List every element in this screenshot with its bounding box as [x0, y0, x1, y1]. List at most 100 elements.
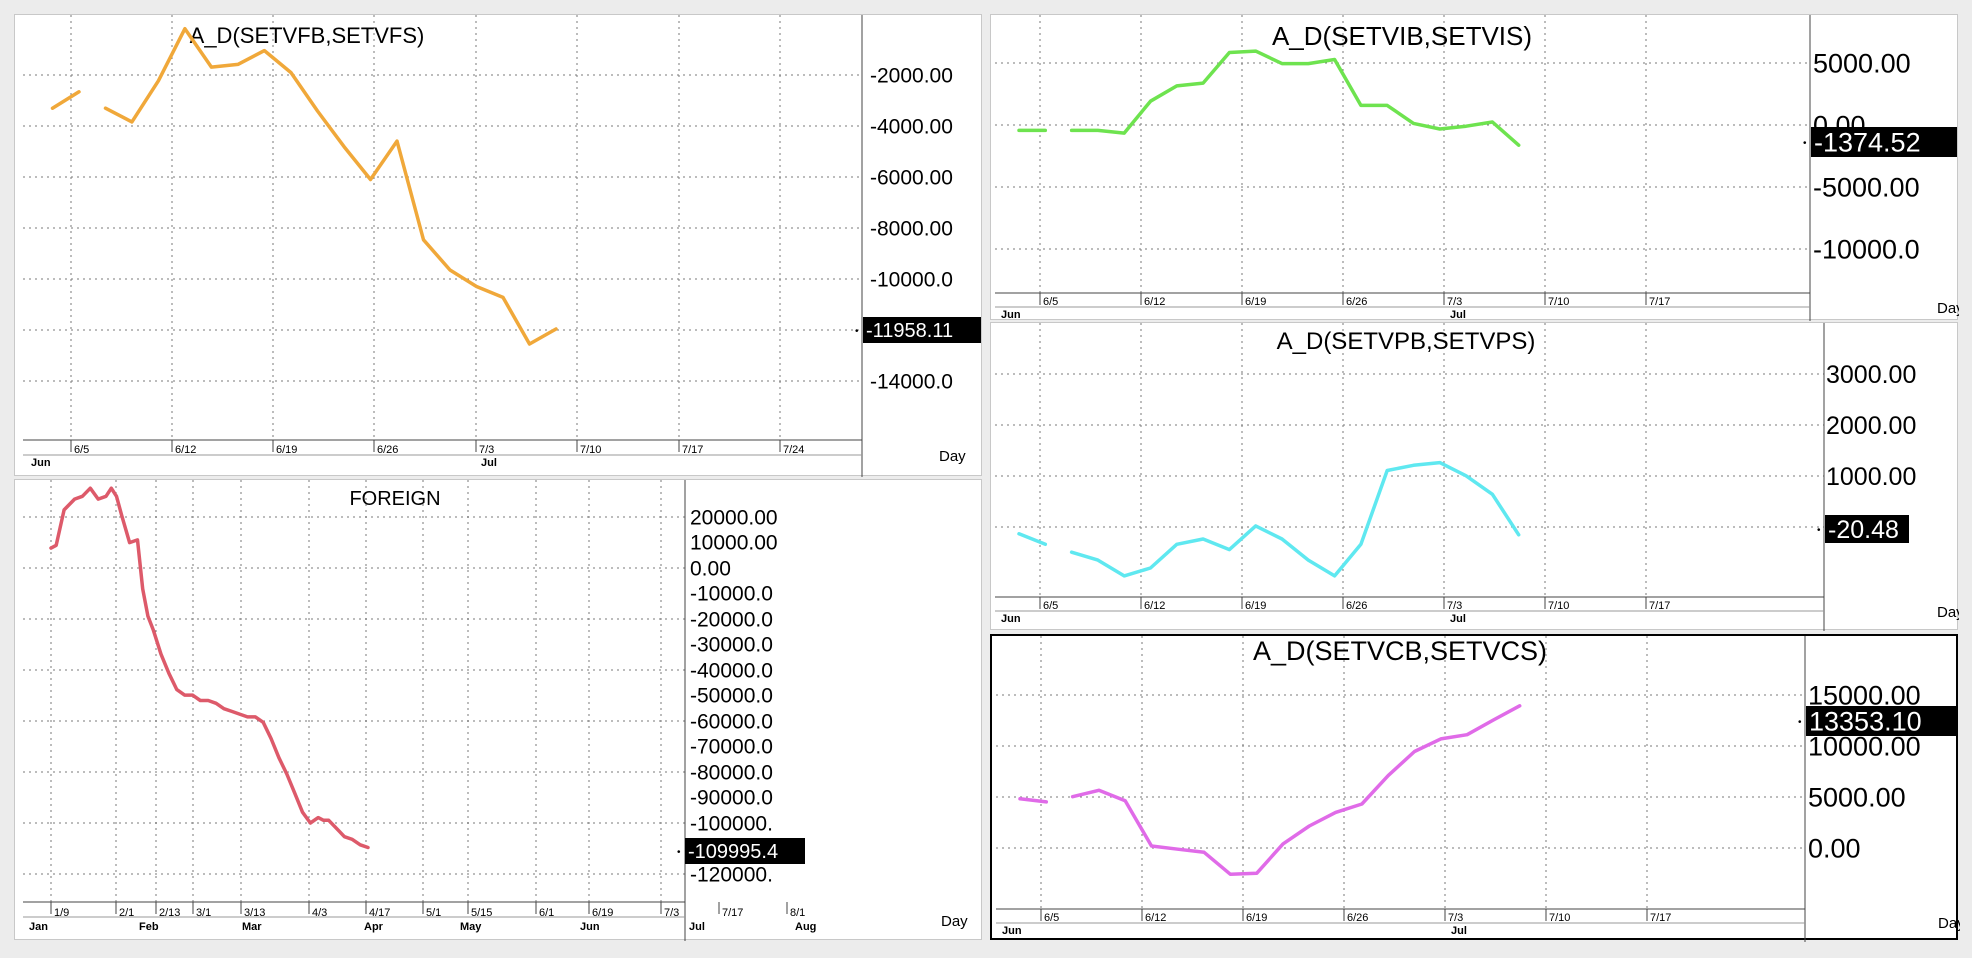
y-tick-label: -14000.0	[870, 371, 953, 394]
x-tick-label: 7/3	[479, 444, 494, 456]
x-tick-label: 5/1	[426, 907, 441, 919]
x-tick-label: 6/5	[1043, 296, 1058, 308]
chart-title: A_D(SETVFB,SETVFS)	[190, 23, 425, 48]
plot-grid	[23, 15, 862, 440]
x-tick-label: 6/26	[1346, 296, 1367, 308]
x-month-label: Aug	[795, 921, 816, 933]
x-tick-label: 6/19	[1245, 296, 1266, 308]
y-tick-label: -4000.00	[870, 116, 953, 139]
series-line	[49, 486, 370, 850]
chart-panel-foreign[interactable]: 1/9 2/1 2/13 3/1 3/13 4/3 4/17 5/1 5/15 6/1 6/19 7/…	[14, 479, 983, 941]
y-tick-label: -6000.00	[870, 167, 953, 190]
last-value-pointer-icon: •	[855, 326, 859, 337]
x-tick-label: 7/17	[682, 444, 703, 456]
chart-panel-setvc[interactable]: 6/5 6/12 6/19 6/26 7/3 7/10 7/17 Jun Jul Day 15000…	[990, 634, 1960, 942]
x-tick-label: 4/17	[369, 907, 390, 919]
period-label: Day	[939, 448, 966, 465]
chart-panel-setvp[interactable]: 6/5 6/12 6/19 6/26 7/3 7/10 7/17 Jun Jul Day 3000.…	[990, 322, 1959, 631]
x-tick-label: 6/1	[539, 907, 554, 919]
y-tick-label: -10000.0	[690, 583, 773, 606]
x-tick-label: 5/15	[471, 907, 492, 919]
x-month-label: Mar	[242, 921, 262, 933]
series-line	[103, 26, 558, 346]
x-tick-label: 2/13	[159, 907, 180, 919]
x-tick-label: 6/12	[1144, 296, 1165, 308]
y-tick-label: 0.00	[690, 558, 731, 581]
x-tick-label: 7/17	[1649, 296, 1670, 308]
y-tick-label: 20000.00	[690, 507, 778, 530]
chart-panel-setvf[interactable]: 6/5 6/12 6/19 6/26 7/3 7/10 7/17 7/24 Jun Jul Day -…	[14, 14, 983, 477]
x-tick-label: 7/3	[1447, 296, 1462, 308]
y-tick-label: 5000.00	[1813, 49, 1911, 79]
x-tick-label: 6/5	[74, 444, 89, 456]
x-month-label: Jun	[580, 921, 600, 933]
period-label: Day	[1938, 915, 1960, 932]
y-tick-label: -80000.0	[690, 762, 773, 785]
last-value-pointer-icon: •	[677, 847, 681, 858]
series-line	[1017, 532, 1048, 547]
plot-grid	[996, 636, 1805, 909]
x-tick-label: 7/17	[1649, 600, 1670, 612]
last-value-badge	[1806, 706, 1956, 736]
x-tick-label: 4/3	[312, 907, 327, 919]
chart-panel-setvi[interactable]: 6/5 6/12 6/19 6/26 7/3 7/10 7/17 Jun Jul Day 5000.…	[990, 14, 1959, 321]
plot-grid	[23, 480, 685, 902]
x-tick-label: 6/12	[1145, 912, 1166, 924]
x-tick-label: 1/9	[54, 907, 69, 919]
x-tick-label: 6/19	[1246, 912, 1267, 924]
chart-setvi[interactable]: 6/5 6/12 6/19 6/26 7/3 7/10 7/17 Jun Jul Day 5000.…	[991, 15, 1959, 321]
y-tick-label: 10000.00	[1808, 732, 1921, 762]
x-tick-label: 7/17	[1650, 912, 1671, 924]
last-value-badge	[1811, 127, 1957, 157]
x-month-label: Jul	[1450, 613, 1466, 625]
y-tick-label: -60000.0	[690, 711, 773, 734]
x-month-label: Jul	[1450, 309, 1466, 321]
last-value-label: -11958.11	[866, 320, 953, 342]
y-tick-label: -70000.0	[690, 736, 773, 759]
x-tick-label: 7/3	[1448, 912, 1463, 924]
x-tick-label: 6/26	[1347, 912, 1368, 924]
x-tick-label: 3/13	[244, 907, 265, 919]
last-value-pointer-icon: •	[1798, 717, 1802, 728]
x-tick-label: 3/1	[196, 907, 211, 919]
y-tick-label: -8000.00	[870, 218, 953, 241]
y-tick-label: -50000.0	[690, 685, 773, 708]
y-tick-label: 3000.00	[1826, 361, 1916, 389]
x-month-label: Jun	[1001, 309, 1021, 321]
x-tick-label: 7/17	[722, 907, 743, 919]
x-month-label: Jan	[29, 921, 48, 933]
y-tick-label: 10000.00	[690, 532, 778, 555]
chart-foreign[interactable]: 1/9 2/1 2/13 3/1 3/13 4/3 4/17 5/1 5/15 6/1 6/19 7/…	[15, 480, 983, 941]
chart-title: A_D(SETVPB,SETVPS)	[1277, 328, 1536, 355]
x-month-label: Jun	[31, 457, 51, 469]
x-month-label: Feb	[139, 921, 159, 933]
x-tick-label: 6/12	[175, 444, 196, 456]
x-tick-label: 7/24	[783, 444, 804, 456]
chart-setvc[interactable]: 6/5 6/12 6/19 6/26 7/3 7/10 7/17 Jun Jul Day 15000…	[992, 636, 1960, 942]
last-value-label: -1374.52	[1814, 128, 1921, 158]
x-tick-label: 7/10	[580, 444, 601, 456]
plot-grid	[995, 323, 1824, 597]
x-tick-label: 7/3	[1447, 600, 1462, 612]
y-tick-label: 5000.00	[1808, 783, 1906, 813]
y-tick-label: -2000.00	[870, 65, 953, 88]
x-month-label: Jul	[689, 921, 705, 933]
y-tick-label: 1000.00	[1826, 463, 1916, 491]
x-month-label: Jul	[481, 457, 497, 469]
x-tick-label: 7/10	[1549, 912, 1570, 924]
last-value-badge	[863, 317, 981, 343]
last-value-label: -109995.4	[688, 841, 778, 863]
last-value-badge	[685, 838, 805, 864]
chart-setvp[interactable]: 6/5 6/12 6/19 6/26 7/3 7/10 7/17 Jun Jul Day 3000.…	[991, 323, 1959, 631]
y-tick-label: -10000.0	[870, 269, 953, 292]
x-tick-label: 6/5	[1044, 912, 1059, 924]
y-tick-label: -5000.00	[1813, 173, 1920, 203]
chart-title: A_D(SETVIB,SETVIS)	[1272, 21, 1532, 51]
x-tick-label: 6/19	[276, 444, 297, 456]
y-tick-label: -10000.0	[1813, 235, 1920, 265]
x-month-label: May	[460, 921, 482, 933]
series-line	[50, 90, 81, 110]
chart-setvf[interactable]: 6/5 6/12 6/19 6/26 7/3 7/10 7/17 7/24 Jun Jul Day -…	[15, 15, 983, 477]
y-tick-label: 0.00	[1808, 834, 1861, 864]
y-tick-label: 2000.00	[1826, 412, 1916, 440]
